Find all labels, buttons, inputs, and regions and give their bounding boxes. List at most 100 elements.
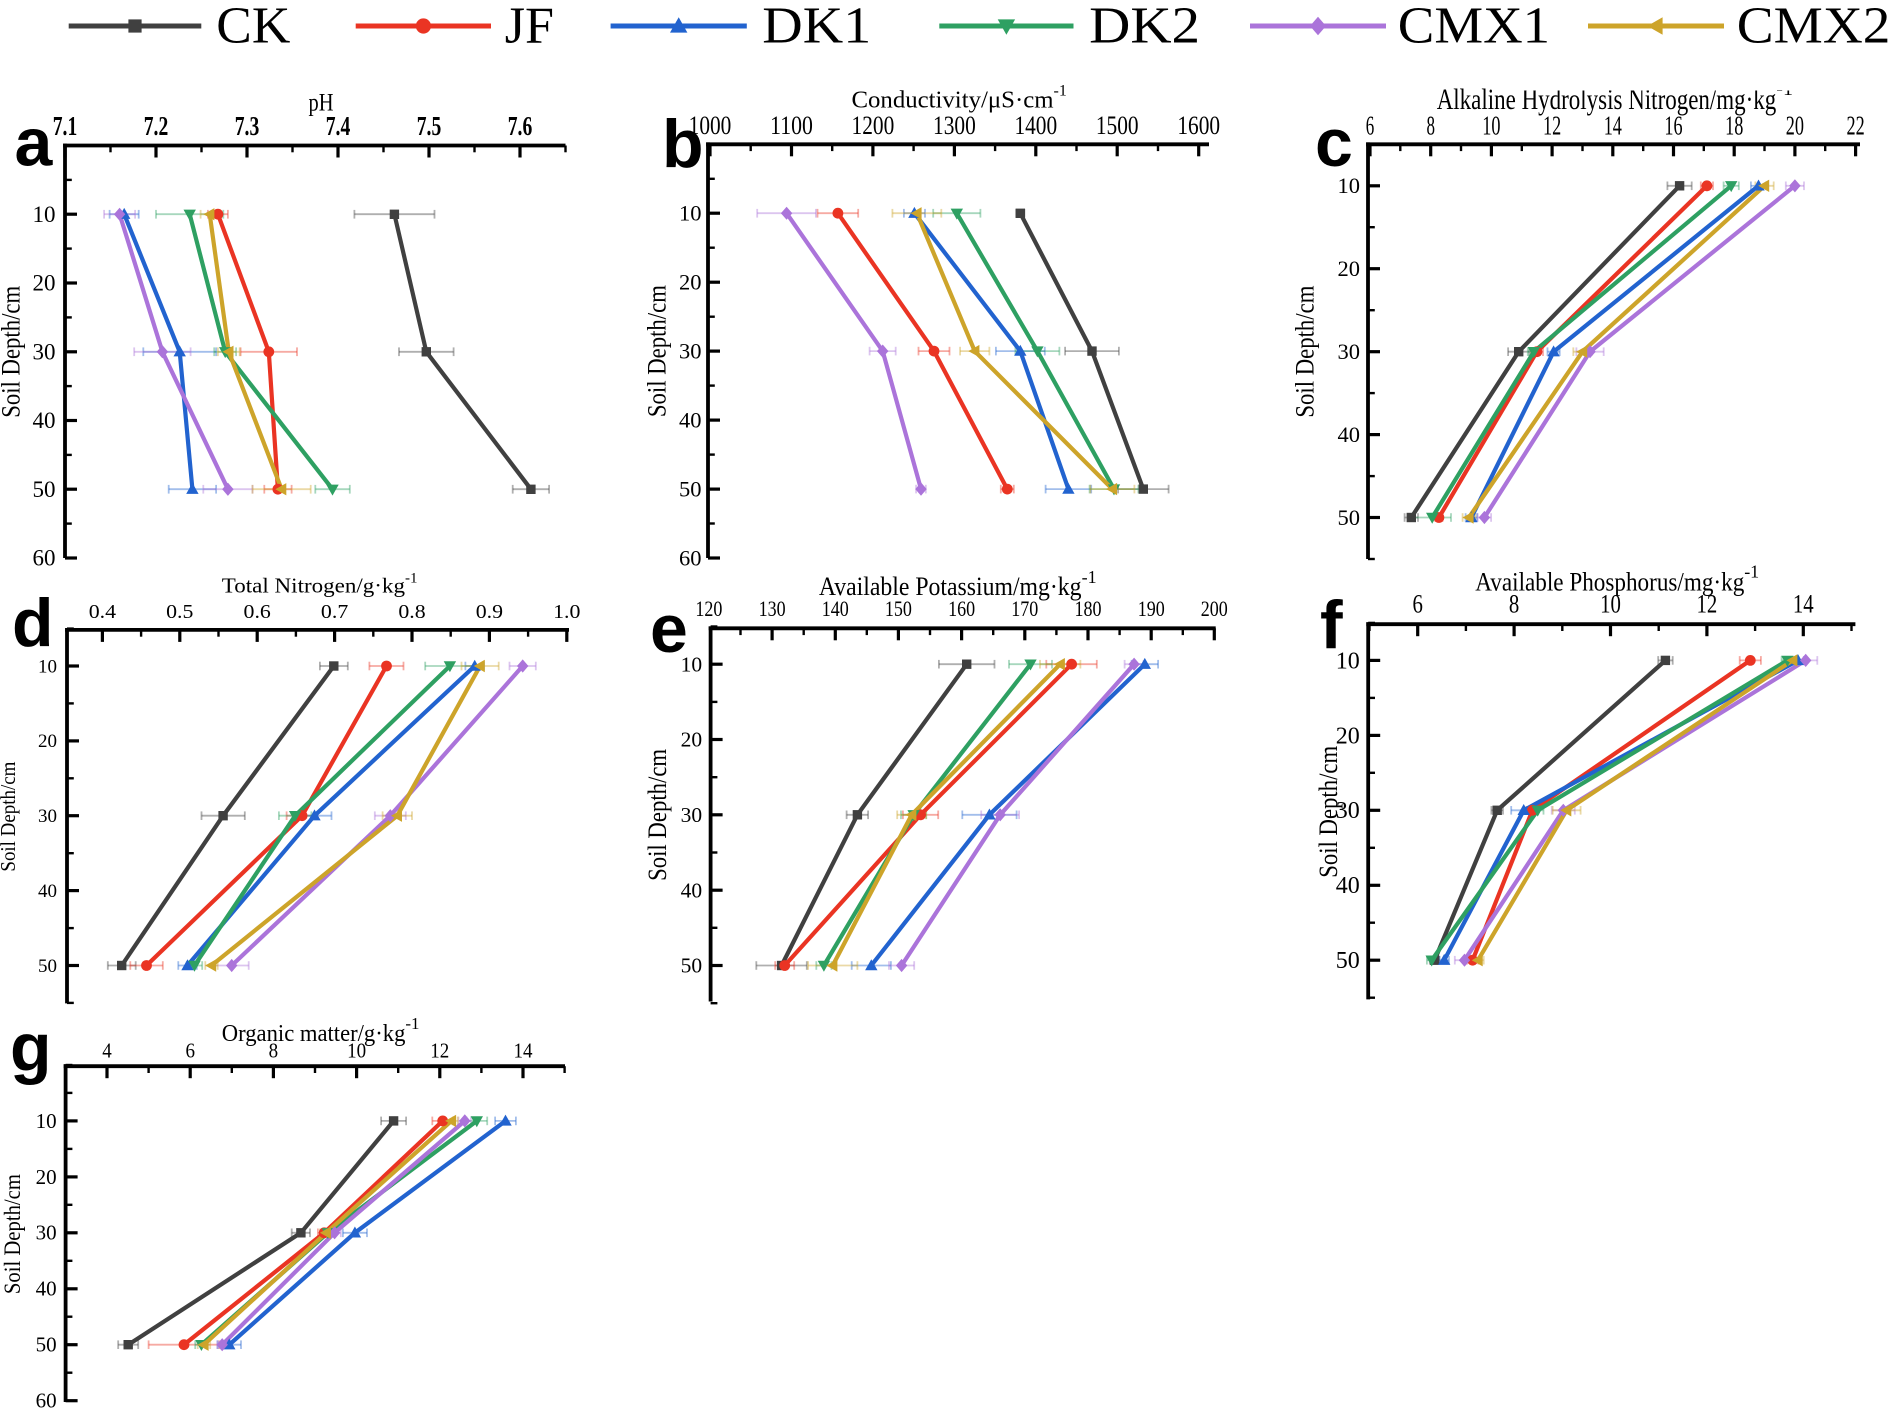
svg-text:20: 20 (36, 1165, 57, 1189)
svg-text:6: 6 (1413, 590, 1423, 619)
svg-text:20: 20 (681, 728, 703, 752)
svg-text:40: 40 (1338, 422, 1361, 447)
svg-text:40: 40 (38, 881, 57, 902)
svg-text:1600: 1600 (1177, 111, 1220, 140)
svg-text:12: 12 (430, 1039, 449, 1063)
svg-text:30: 30 (38, 806, 57, 827)
svg-text:170: 170 (1011, 596, 1038, 621)
svg-text:10: 10 (38, 656, 57, 677)
svg-text:7.6: 7.6 (508, 111, 533, 141)
svg-text:120: 120 (695, 596, 722, 621)
svg-text:10: 10 (33, 202, 56, 227)
svg-text:0.6: 0.6 (244, 601, 271, 623)
svg-text:4: 4 (102, 1039, 112, 1063)
svg-text:d: d (12, 585, 54, 661)
svg-text:50: 50 (33, 477, 56, 502)
svg-text:8: 8 (1426, 111, 1435, 141)
svg-text:1200: 1200 (852, 111, 895, 140)
svg-text:-1: -1 (405, 1014, 419, 1033)
svg-text:Available Potassium/mg·kg: Available Potassium/mg·kg (819, 572, 1082, 601)
svg-text:Available Phosphorus/mg·kg: Available Phosphorus/mg·kg (1475, 566, 1744, 596)
svg-text:Soil Depth/cm: Soil Depth/cm (0, 1174, 25, 1294)
svg-text:0.5: 0.5 (166, 601, 193, 623)
svg-text:18: 18 (1725, 111, 1743, 141)
svg-text:14: 14 (1604, 111, 1623, 141)
svg-text:10: 10 (1336, 648, 1360, 674)
svg-text:40: 40 (36, 1277, 57, 1301)
svg-text:50: 50 (38, 956, 57, 977)
svg-text:7.1: 7.1 (53, 111, 78, 141)
svg-text:Conductivity/μS·cm: Conductivity/μS·cm (852, 88, 1054, 114)
svg-text:50: 50 (681, 954, 703, 978)
svg-text:e: e (650, 591, 688, 667)
svg-text:b: b (662, 106, 704, 182)
svg-text:60: 60 (36, 1389, 57, 1413)
svg-text:50: 50 (36, 1333, 57, 1357)
svg-text:Soil Depth/cm: Soil Depth/cm (1291, 286, 1320, 418)
svg-text:-1: -1 (1054, 83, 1067, 100)
svg-text:DK2: DK2 (1089, 0, 1200, 55)
svg-text:16: 16 (1664, 111, 1682, 141)
svg-text:JF: JF (505, 0, 554, 55)
svg-text:10: 10 (679, 201, 702, 226)
svg-text:CK: CK (216, 0, 290, 55)
svg-text:30: 30 (1336, 798, 1360, 824)
svg-text:8: 8 (1509, 590, 1519, 619)
svg-text:30: 30 (36, 1221, 57, 1245)
svg-text:pH: pH (309, 88, 334, 117)
svg-text:1500: 1500 (1096, 111, 1139, 140)
svg-text:10: 10 (1482, 111, 1500, 141)
svg-text:40: 40 (1336, 873, 1360, 899)
svg-text:14: 14 (1793, 590, 1814, 619)
svg-text:60: 60 (33, 546, 56, 571)
svg-text:Organic matter/g·kg: Organic matter/g·kg (222, 1020, 406, 1047)
svg-text:7.4: 7.4 (326, 111, 351, 141)
svg-text:-1: -1 (1082, 567, 1097, 587)
svg-text:190: 190 (1138, 596, 1165, 621)
svg-text:20: 20 (33, 271, 56, 296)
svg-text:0.4: 0.4 (89, 601, 116, 623)
svg-text:7.3: 7.3 (235, 111, 260, 141)
svg-text:Soil Depth/cm: Soil Depth/cm (0, 286, 26, 418)
svg-text:1000: 1000 (689, 111, 732, 140)
svg-text:0.7: 0.7 (321, 601, 348, 623)
svg-text:50: 50 (679, 477, 702, 502)
svg-text:14: 14 (514, 1039, 533, 1063)
svg-text:140: 140 (822, 596, 849, 621)
svg-text:130: 130 (759, 596, 786, 621)
svg-text:8: 8 (269, 1039, 279, 1063)
svg-text:CMX2: CMX2 (1737, 0, 1891, 55)
svg-text:30: 30 (1338, 339, 1361, 364)
svg-text:150: 150 (885, 596, 912, 621)
svg-text:Soil Depth/cm: Soil Depth/cm (1314, 746, 1343, 878)
svg-text:DK1: DK1 (762, 0, 871, 55)
svg-text:50: 50 (1338, 505, 1361, 530)
svg-text:7.5: 7.5 (417, 111, 442, 141)
svg-text:0.9: 0.9 (476, 601, 503, 623)
svg-text:12: 12 (1697, 590, 1718, 619)
svg-text:20: 20 (679, 270, 702, 295)
svg-text:30: 30 (33, 339, 56, 364)
svg-text:c: c (1315, 105, 1353, 181)
svg-text:g: g (10, 1010, 52, 1086)
svg-text:180: 180 (1075, 596, 1102, 621)
svg-text:20: 20 (1786, 111, 1804, 141)
svg-text:20: 20 (1338, 256, 1361, 281)
svg-text:200: 200 (1201, 596, 1228, 621)
svg-text:a: a (15, 105, 54, 181)
svg-text:6: 6 (1366, 111, 1375, 141)
svg-text:1300: 1300 (933, 111, 976, 140)
svg-text:Soil Depth/cm: Soil Depth/cm (643, 285, 672, 417)
svg-text:10: 10 (347, 1039, 366, 1063)
svg-text:1.0: 1.0 (553, 601, 580, 623)
svg-text:1100: 1100 (770, 111, 813, 140)
svg-text:20: 20 (1336, 723, 1360, 749)
svg-text:40: 40 (681, 878, 703, 902)
svg-text:40: 40 (33, 408, 56, 433)
svg-text:22: 22 (1847, 111, 1865, 141)
svg-text:12: 12 (1543, 111, 1561, 141)
svg-text:-1: -1 (1744, 561, 1759, 581)
svg-text:Total Nitrogen/g·kg: Total Nitrogen/g·kg (222, 574, 405, 598)
svg-text:40: 40 (679, 408, 702, 433)
svg-text:30: 30 (681, 803, 703, 827)
